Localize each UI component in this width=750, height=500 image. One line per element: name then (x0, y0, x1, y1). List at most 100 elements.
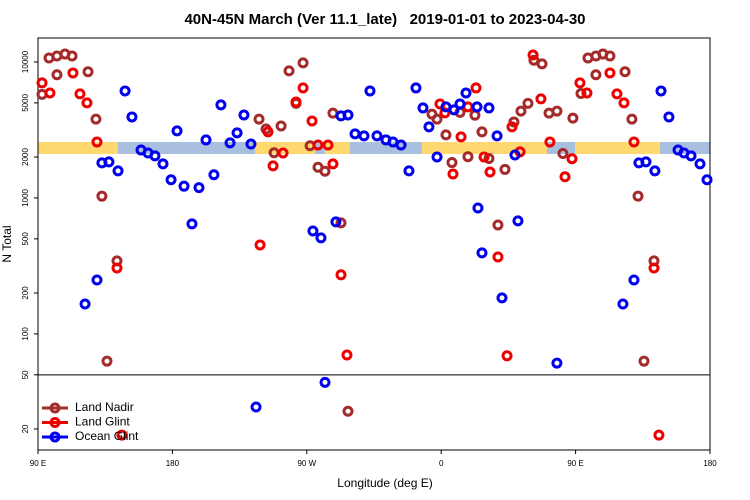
point (91, 136, 103, 148)
y-tick-label: 1000 (21, 188, 30, 206)
point (327, 158, 339, 170)
point (290, 96, 302, 108)
point (253, 113, 265, 125)
point (431, 151, 443, 163)
point (522, 97, 534, 109)
point (506, 121, 518, 133)
point (551, 357, 563, 369)
point (342, 405, 354, 417)
point (238, 109, 250, 121)
legend-label: Ocean Glint (75, 429, 139, 443)
point (527, 49, 539, 61)
point (509, 149, 521, 161)
point (632, 190, 644, 202)
legend-marker (49, 402, 61, 414)
point (275, 120, 287, 132)
point (371, 130, 383, 142)
point (535, 93, 547, 105)
point (649, 165, 661, 177)
point (496, 292, 508, 304)
point (472, 202, 484, 214)
point (51, 69, 63, 81)
point (551, 105, 563, 117)
point (349, 128, 361, 140)
point (262, 126, 274, 138)
point (67, 67, 79, 79)
point (617, 298, 629, 310)
point (701, 174, 713, 186)
point (307, 225, 319, 237)
y-tick-label: 20 (21, 424, 30, 433)
point (245, 138, 257, 150)
point (476, 247, 488, 259)
plot-frame (37, 37, 711, 451)
point (96, 190, 108, 202)
point (567, 112, 579, 124)
point (655, 85, 667, 97)
point (79, 298, 91, 310)
series-1 (36, 49, 665, 441)
point (628, 136, 640, 148)
point (483, 152, 495, 164)
point (200, 134, 212, 146)
point (566, 153, 578, 165)
x-tick-label: 180 (703, 459, 717, 468)
point (90, 113, 102, 125)
y-tick-label: 2000 (21, 148, 30, 166)
point (431, 113, 443, 125)
point (165, 174, 177, 186)
point (557, 148, 569, 160)
point (254, 239, 266, 251)
x-tick-label: 90 E (567, 459, 583, 468)
point (439, 107, 451, 119)
point (499, 163, 511, 175)
point (335, 269, 347, 281)
point (297, 57, 309, 69)
point (685, 150, 697, 162)
point (512, 215, 524, 227)
point (611, 88, 623, 100)
point (341, 349, 353, 361)
point (626, 113, 638, 125)
point (483, 102, 495, 114)
point (448, 104, 460, 116)
point (178, 180, 190, 192)
point (91, 274, 103, 286)
point (618, 97, 630, 109)
point (306, 115, 318, 127)
point (471, 101, 483, 113)
point (604, 67, 616, 79)
legend-label: Land Nadir (75, 400, 134, 414)
point (484, 166, 496, 178)
point (648, 262, 660, 274)
point (440, 129, 452, 141)
point (297, 82, 309, 94)
x-tick-label: 90 E (30, 459, 46, 468)
point (224, 137, 236, 149)
point (186, 218, 198, 230)
point (515, 105, 527, 117)
point (267, 160, 279, 172)
point (628, 274, 640, 286)
point (447, 168, 459, 180)
point (575, 88, 587, 100)
point (66, 50, 78, 62)
point (342, 109, 354, 121)
legend-marker (49, 431, 61, 443)
point (101, 355, 113, 367)
point (312, 139, 324, 151)
point (111, 262, 123, 274)
point (476, 126, 488, 138)
point (590, 69, 602, 81)
point (283, 65, 295, 77)
point (574, 77, 586, 89)
point (250, 401, 262, 413)
point (171, 125, 183, 137)
y-tick-label: 50 (21, 370, 30, 379)
point (619, 66, 631, 78)
point (215, 99, 227, 111)
point (638, 355, 650, 367)
point (469, 109, 481, 121)
point (492, 251, 504, 263)
